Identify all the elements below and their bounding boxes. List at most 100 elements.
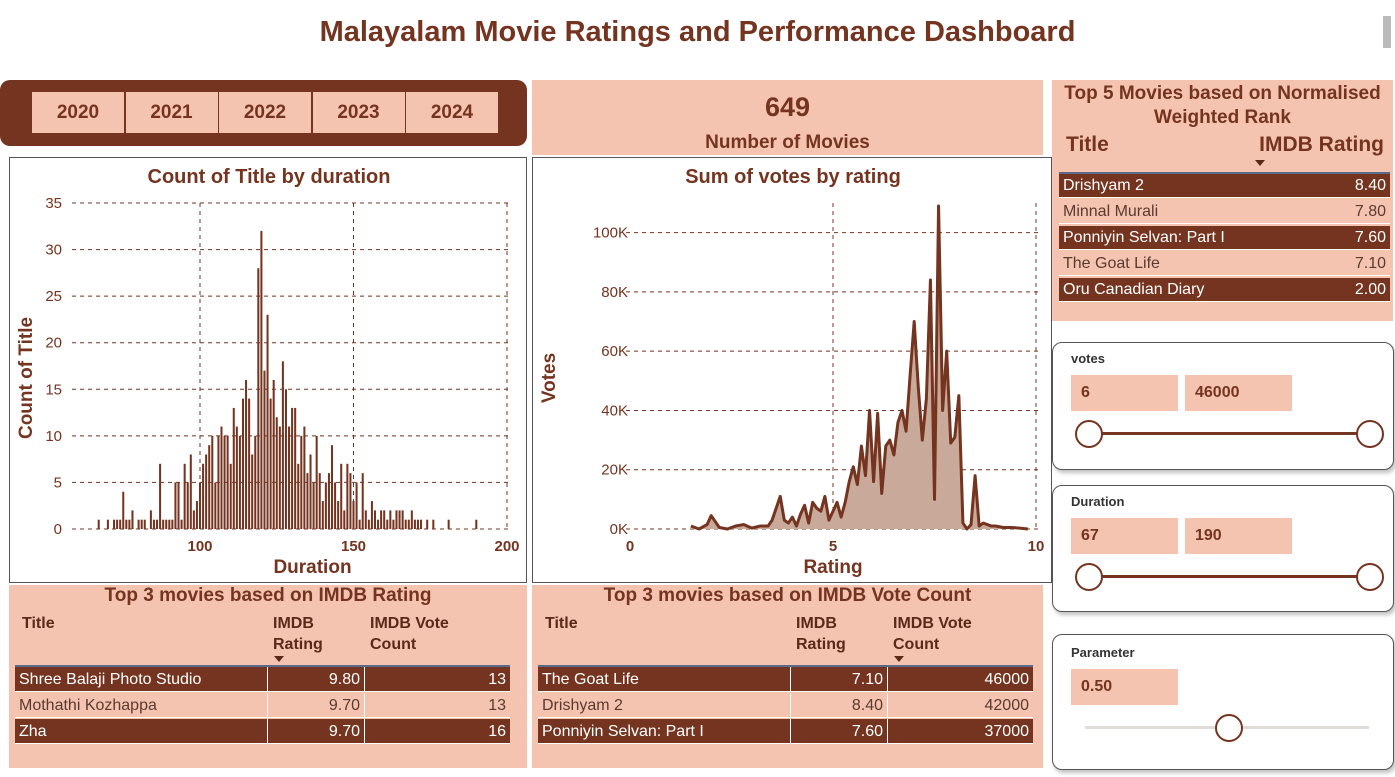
bar [113, 519, 116, 529]
top3-rating-table: Top 3 movies based on IMDB Rating Title IM… [9, 585, 527, 768]
y-axis-label: Votes [539, 353, 560, 403]
bar [143, 519, 146, 529]
year-button[interactable]: 2023 [312, 92, 405, 133]
bar [275, 417, 278, 529]
parameter-handle[interactable] [1215, 714, 1243, 742]
table-cell: 7.10 [1354, 255, 1386, 272]
bar [377, 519, 380, 529]
bar [475, 519, 478, 529]
slicer-input[interactable]: 46000 [1185, 375, 1292, 411]
bar [327, 473, 330, 529]
table-cell: 42000 [887, 693, 1033, 718]
table-cell: 9.70 [267, 719, 364, 744]
scrollbar[interactable] [1383, 16, 1391, 48]
bar [407, 519, 410, 529]
bar [447, 519, 450, 529]
year-button[interactable]: 2022 [219, 92, 311, 133]
slicer-input[interactable]: 6 [1071, 375, 1178, 411]
bar [198, 482, 202, 529]
bar [266, 314, 269, 529]
bar [312, 482, 315, 529]
bar [367, 519, 370, 529]
table-row: Ponniyin Selvan: Part I 7.60 [1059, 226, 1390, 250]
table-cell: 46000 [887, 667, 1033, 692]
y-tick-label: 100K [593, 225, 628, 242]
table-row: Shree Balaji Photo Studio 9.80 13 [15, 667, 510, 692]
bar [217, 435, 220, 529]
bar [254, 435, 257, 529]
bar [420, 519, 423, 529]
bar [159, 463, 162, 529]
table-cell: Minnal Murali [1063, 203, 1159, 220]
table-cell: Oru Canadian Diary [1063, 281, 1205, 298]
parameter-input[interactable]: 0.50 [1071, 669, 1178, 705]
slicer-input[interactable]: 190 [1185, 518, 1292, 554]
bar [106, 519, 109, 529]
sort-arrow [1255, 160, 1265, 166]
bar [349, 473, 352, 529]
table-row: Minnal Murali 7.80 [1059, 200, 1390, 224]
table-cell: 7.10 [790, 667, 887, 692]
slider-handle[interactable] [1356, 420, 1384, 448]
bar [386, 519, 389, 529]
year-button[interactable]: 2021 [125, 92, 218, 133]
bar [119, 519, 122, 529]
y-tick-label: 5 [54, 474, 62, 491]
bar [278, 426, 281, 529]
y-tick-label: 10 [45, 428, 62, 445]
bar [214, 482, 217, 529]
duration-chart: Count of Title by duration Duration Count … [9, 157, 527, 583]
y-tick-label: 15 [45, 381, 62, 398]
slider-handle[interactable] [1075, 563, 1103, 591]
bar [395, 510, 398, 529]
top3-votes-table: Top 3 movies based on IMDB Vote Count Tit… [532, 585, 1043, 768]
bar [149, 510, 152, 529]
table-cell: 13 [364, 667, 510, 692]
table-cell: 7.60 [790, 719, 887, 744]
table-cell: Zha [19, 723, 47, 740]
table-title: Top 3 movies based on IMDB Rating [104, 585, 432, 606]
x-tick-label: 200 [494, 538, 519, 555]
header-rule [15, 665, 510, 667]
bar [306, 473, 309, 529]
x-tick-label: 150 [341, 538, 366, 555]
bar [404, 519, 407, 529]
bar [334, 482, 337, 529]
chart-title: Count of Title by duration [148, 166, 391, 188]
y-tick-label: 0 [54, 521, 62, 538]
table-row: Zha 9.70 16 [15, 719, 510, 744]
parameter-label: Parameter [1071, 645, 1135, 660]
bar [288, 426, 291, 529]
column-header: IMDB Vote Count [370, 615, 449, 653]
slider-handle[interactable] [1356, 563, 1384, 591]
bar [364, 510, 367, 529]
bar [223, 435, 226, 529]
bar [195, 501, 198, 529]
bar [186, 482, 189, 529]
bar [401, 510, 404, 529]
slider-handle[interactable] [1075, 420, 1103, 448]
y-axis-label: Count of Title [16, 317, 37, 439]
slider-track [1087, 432, 1370, 435]
bar [324, 482, 327, 529]
bar [156, 519, 159, 529]
bar [361, 473, 364, 529]
bar [174, 482, 177, 529]
table-row: The Goat Life 7.10 46000 [538, 667, 1033, 692]
bar [269, 398, 272, 529]
bar [337, 501, 340, 529]
year-button[interactable]: 2020 [32, 92, 124, 133]
votes-chart: Sum of votes by rating Rating Votes 0K 20K 40… [532, 157, 1052, 583]
slicer-input[interactable]: 67 [1071, 518, 1178, 554]
table-cell: 16 [364, 719, 510, 744]
bar [137, 519, 140, 529]
x-tick-label: 100 [187, 538, 212, 555]
bar [416, 519, 419, 529]
year-button[interactable]: 2024 [406, 92, 498, 133]
table-cell: Ponniyin Selvan: Part I [1063, 229, 1225, 246]
bar [297, 463, 300, 529]
bar [355, 482, 358, 529]
duration-slicer: Duration 67 190 [1052, 485, 1394, 612]
top5-table: Top 5 Movies based on Normalised Weighte… [1052, 80, 1393, 321]
